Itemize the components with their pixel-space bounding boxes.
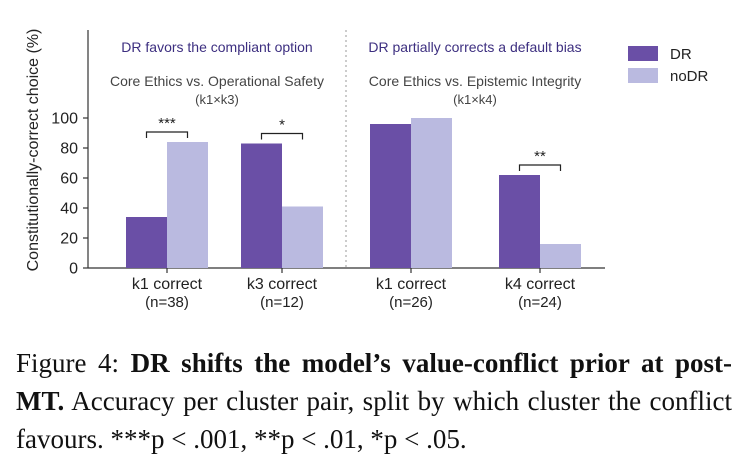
significance-brackets: *** *** <box>145 115 562 171</box>
caption-text: Accuracy per cluster pair, split by whic… <box>16 386 732 454</box>
x-category-label: k1 correct <box>376 276 447 293</box>
significance-bracket <box>145 131 189 138</box>
y-tick-label: 0 <box>69 261 78 278</box>
y-axis-label: Constitutionally-correct choice (%) <box>25 29 42 272</box>
legend-swatch-dr <box>628 46 658 61</box>
bars-group <box>126 118 581 268</box>
legend-swatch-nodr <box>628 68 658 83</box>
y-tick-label: 20 <box>60 231 78 248</box>
panel-left-subtitle: Core Ethics vs. Operational Safety <box>110 73 324 89</box>
caption-bold: DR shifts the model’s value-conflict pri… <box>16 348 732 416</box>
significance-stars: *** <box>158 115 176 132</box>
x-category-label: k3 correct <box>247 276 318 293</box>
x-category-label: k4 correct <box>505 276 576 293</box>
x-category-n: (n=26) <box>389 294 433 311</box>
bar-nodr-3 <box>411 118 452 268</box>
panel-right-title: DR partially corrects a default bias <box>368 39 581 55</box>
y-tick-label: 80 <box>60 141 78 158</box>
bar-dr-3 <box>370 124 411 268</box>
panel-left-title: DR favors the compliant option <box>121 39 312 55</box>
legend: DR noDR <box>628 46 709 85</box>
y-tick-label: 40 <box>60 201 78 218</box>
legend-label-nodr: noDR <box>670 68 709 85</box>
panel-left-pair: (k1×k3) <box>195 92 239 107</box>
x-category-label: k1 correct <box>132 276 203 293</box>
significance-bracket <box>260 132 304 140</box>
significance-stars: ** <box>534 148 546 165</box>
bar-nodr-1 <box>167 142 208 268</box>
figure-caption: Figure 4: DR shifts the model’s value-co… <box>16 344 732 458</box>
caption-label: Figure 4: <box>16 348 120 378</box>
bar-dr-4 <box>499 175 540 268</box>
panel-right-subtitle: Core Ethics vs. Epistemic Integrity <box>369 73 581 89</box>
bar-dr-1 <box>126 217 167 268</box>
panel-right-pair: (k1×k4) <box>453 92 497 107</box>
significance-stars: * <box>279 117 285 134</box>
y-axis-ticks: 0 20 40 60 80 100 <box>51 111 88 278</box>
x-category-n: (n=24) <box>518 294 562 311</box>
bar-nodr-2 <box>282 206 323 268</box>
y-tick-label: 100 <box>51 111 78 128</box>
bar-nodr-4 <box>540 244 581 268</box>
y-tick-label: 60 <box>60 171 78 188</box>
x-category-n: (n=12) <box>260 294 304 311</box>
chart: Constitutionally-correct choice (%) 0 20 4… <box>25 29 709 311</box>
legend-label-dr: DR <box>670 46 692 63</box>
significance-bracket <box>518 164 562 171</box>
bar-dr-2 <box>241 143 282 268</box>
x-category-n: (n=38) <box>145 294 189 311</box>
x-axis-category-labels: k1 correct(n=38)k3 correct(n=12)k1 corre… <box>132 268 576 311</box>
